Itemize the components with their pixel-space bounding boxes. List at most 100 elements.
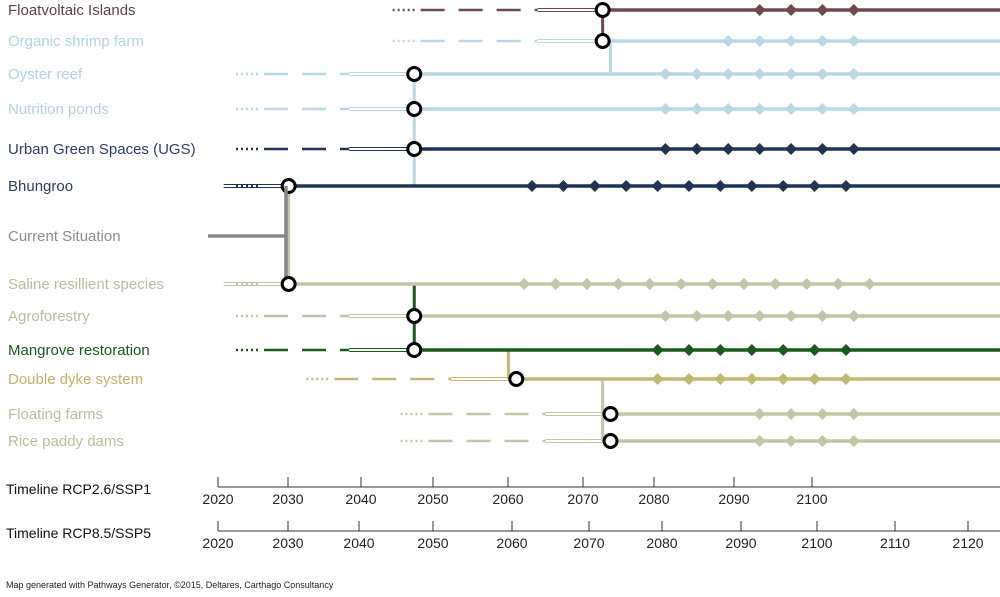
pathway-oyster: Oyster reef [8,66,1000,83]
diamond-marker [737,278,750,290]
diamond-marker [785,435,798,447]
timeline-tick-label: 2030 [272,491,303,507]
pathway-mangrove: Mangrove restoration [8,342,1000,359]
timeline-tick-label: 2100 [796,491,827,507]
diamond-marker [785,408,798,420]
diamond-marker [847,4,860,16]
diamond-marker [816,143,829,155]
transfer-station-marker [594,2,611,18]
diamond-marker [557,180,570,192]
diamond-marker [753,435,766,447]
timeline-tick-label: 2020 [202,491,233,507]
timeline-title: Timeline RCP2.6/SSP1 [6,481,151,497]
diamond-marker [840,344,852,356]
diamond-marker [753,68,766,80]
timeline-axis-2: Timeline RCP8.5/SSP5 2020 2030 2040 2050 2060… [6,521,1000,551]
diamond-marker [690,310,703,322]
pathway-label-current: Current Situation [8,228,121,245]
diamond-marker [777,373,790,385]
diamond-marker [785,4,798,16]
timeline-tick-label: 2110 [880,535,910,551]
timeline-tick-label: 2060 [492,491,523,507]
diamond-marker [840,373,852,385]
timeline-tick-label: 2030 [272,535,303,551]
transfer-station-marker [406,141,423,157]
transfer-station-marker [406,101,423,117]
pathway-shrimp: Organic shrimp farm [8,33,1000,50]
diamond-marker [785,35,798,47]
pathway-label-ricepaddy: Rice paddy dams [8,433,124,450]
diamond-marker [847,143,860,155]
timeline-tick-label: 2020 [202,535,233,551]
diamond-marker [777,344,790,356]
diamond-marker [722,143,735,155]
timeline-tick-label: 2070 [567,491,598,507]
diamond-marker [847,68,860,80]
diamond-marker [714,344,727,356]
pathway-label-floatfarms: Floating farms [8,406,103,423]
diamond-marker [753,4,766,16]
timeline-title: Timeline RCP8.5/SSP5 [6,525,151,541]
pathway-saline: Saline resillient species [8,276,1000,293]
pathway-ugs: Urban Green Spaces (UGS) [8,141,1000,158]
diamond-marker [808,373,821,385]
diamond-marker [816,4,829,16]
diamond-marker [816,310,829,322]
diamond-marker [651,344,664,356]
diamond-marker [690,103,703,115]
diamond-marker [847,435,860,447]
diamond-marker [683,344,695,356]
diamond-marker [690,143,703,155]
diamond-marker [816,103,829,115]
timeline-tick-label: 2060 [496,535,527,551]
timeline-tick-label: 2050 [417,491,448,507]
diamond-marker [675,278,688,290]
transfer-station-marker [280,276,297,292]
timeline-tick-label: 2070 [573,535,604,551]
diamond-marker [612,278,625,290]
pathway-nutrition: Nutrition ponds [8,101,1000,118]
pathway-ricepaddy: Rice paddy dams [8,433,1000,450]
diamond-marker [683,373,695,385]
transfer-station-marker [508,371,525,387]
diamond-marker [753,143,766,155]
diamond-marker [816,408,829,420]
timeline-tick-label: 2080 [638,491,669,507]
pathway-label-agro: Agroforestry [8,308,90,325]
transfer-station-marker [406,308,423,324]
diamond-marker [785,143,798,155]
diamond-marker [722,35,735,47]
diamond-marker [690,68,703,80]
diamond-marker [580,278,593,290]
timeline-tick-label: 2040 [343,535,374,551]
diamond-marker [816,435,829,447]
diamond-marker [785,103,798,115]
timeline-tick-label: 2120 [952,535,983,551]
pathway-label-mangrove: Mangrove restoration [8,342,150,359]
diamond-marker [847,35,860,47]
diamond-marker [847,103,860,115]
diamond-marker [753,103,766,115]
timeline-tick-label: 2100 [801,535,832,551]
pathway-label-ugs: Urban Green Spaces (UGS) [8,141,196,158]
diamond-marker [745,180,758,192]
pathway-floatfarms: Floating farms [8,406,1000,423]
timeline-axis-1: Timeline RCP2.6/SSP1 2020 2030 2040 2050 2060… [6,477,1000,507]
timeline-tick-label: 2090 [725,535,756,551]
diamond-marker [620,180,633,192]
timeline-tick-label: 2040 [345,491,376,507]
diamond-marker [745,373,758,385]
transfer-station-marker [594,33,611,49]
diamond-marker [777,180,790,192]
diamond-marker [753,408,766,420]
diamond-marker [863,278,876,290]
transfer-station-marker [602,406,619,422]
timeline-tick-label: 2090 [718,491,749,507]
pathway-agro: Agroforestry [8,308,1000,325]
diamond-marker [659,103,672,115]
transfer-station-marker [280,178,297,194]
pathway-label-saline: Saline resillient species [8,276,164,293]
diamond-marker [659,310,672,322]
diamond-marker [722,103,735,115]
diamond-marker [659,68,672,80]
